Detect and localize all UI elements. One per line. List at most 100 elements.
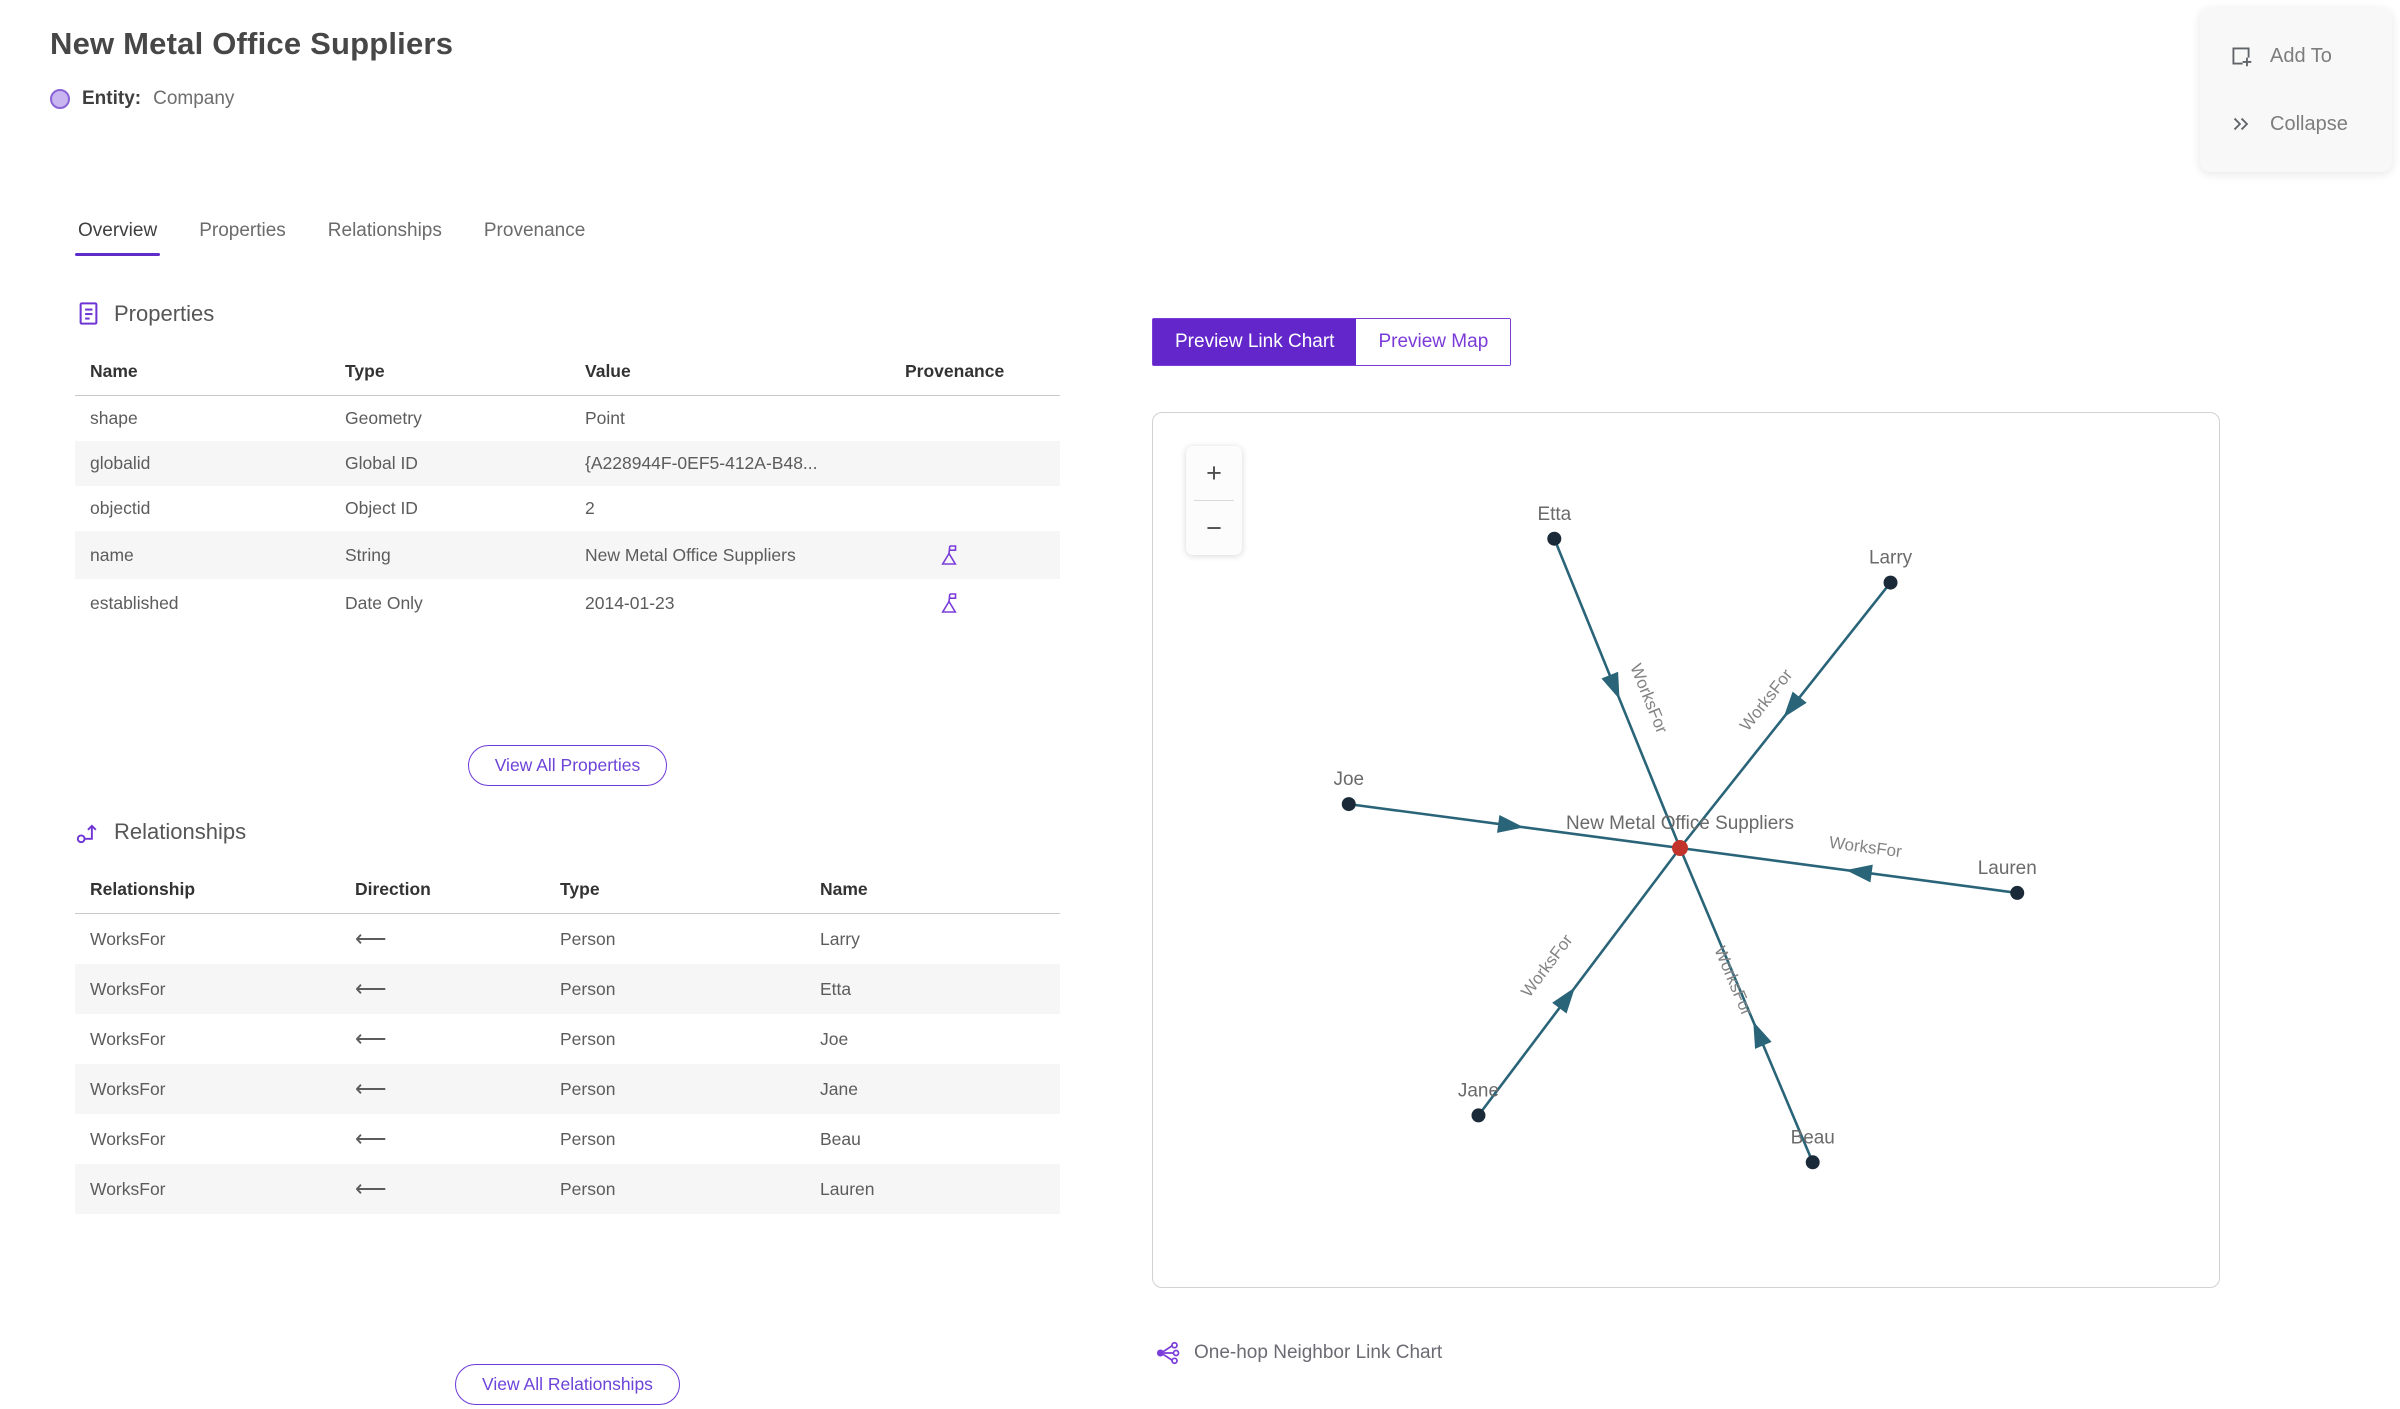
entity-type-value: Company — [153, 88, 235, 109]
property-provenance[interactable] — [890, 579, 1060, 627]
relationship-entity-link[interactable]: Beau — [820, 1128, 861, 1149]
edge-arrow-icon — [1552, 987, 1575, 1014]
property-provenance — [890, 486, 1060, 531]
link-chart-svg[interactable]: WorksFor WorksFor WorksFor WorksFor WorksFor… — [1153, 413, 2219, 1287]
panel-actions-card: Add To Collapse — [2200, 8, 2392, 172]
add-to-button[interactable]: Add To — [2200, 43, 2392, 69]
property-type: Date Only — [345, 592, 423, 613]
property-provenance[interactable] — [890, 531, 1060, 579]
one-hop-link-chart-icon — [1156, 1341, 1180, 1365]
tab-bar: Overview Properties Relationships Proven… — [74, 220, 586, 256]
property-row: shape Geometry Point — [75, 396, 1060, 441]
preview-map-button[interactable]: Preview Map — [1356, 319, 1511, 365]
relationship-direction-arrow: ⟵ — [355, 1126, 387, 1151]
tab-properties[interactable]: Properties — [199, 220, 286, 241]
edge-line — [1678, 847, 1814, 1163]
view-all-properties-button[interactable]: View All Properties — [467, 745, 668, 786]
edge-line — [1477, 847, 1682, 1117]
relationship-direction-arrow: ⟵ — [355, 1076, 387, 1101]
add-to-icon — [2232, 47, 2252, 67]
relationship-entity-link[interactable]: Jane — [820, 1078, 858, 1099]
graph-node[interactable] — [1341, 797, 1356, 812]
property-row: objectid Object ID 2 — [75, 486, 1060, 531]
relationship-entity-link[interactable]: Larry — [820, 928, 860, 949]
page-title: New Metal Office Suppliers — [50, 26, 454, 61]
property-value: New Metal Office Suppliers — [585, 544, 796, 565]
graph-node[interactable] — [1471, 1108, 1486, 1123]
preview-link-chart-button[interactable]: Preview Link Chart — [1153, 319, 1357, 365]
relationship-entity-link[interactable]: Etta — [820, 978, 852, 999]
edge-label: WorksFor — [1626, 661, 1671, 736]
col-header-type: Type — [560, 879, 600, 899]
relationships-table-header: Relationship Direction Type Name — [75, 871, 1060, 914]
graph-node[interactable] — [1547, 531, 1562, 546]
property-row: name String New Metal Office Suppliers — [75, 531, 1060, 579]
entity-type-icon — [50, 89, 70, 109]
tab-provenance[interactable]: Provenance — [483, 220, 586, 241]
relationship-direction-arrow: ⟵ — [355, 976, 387, 1001]
property-row: established Date Only 2014-01-23 — [75, 579, 1060, 627]
provenance-flag-icon — [941, 545, 957, 565]
relationship-entity-type: Person — [560, 1178, 616, 1199]
collapse-icon — [2233, 117, 2249, 131]
properties-section: Properties Name Type Value Provenance sh… — [75, 300, 1060, 786]
tab-relationships[interactable]: Relationships — [327, 220, 442, 241]
property-provenance — [890, 441, 1060, 486]
properties-icon — [79, 302, 98, 325]
property-name: established — [90, 592, 179, 613]
page-header: New Metal Office Suppliers Entity: Compa… — [50, 26, 453, 110]
edge-label: WorksFor — [1517, 931, 1576, 1001]
properties-section-header: Properties — [75, 300, 1060, 327]
property-row: globalid Global ID {A228944F-0EF5-412A-B48… — [75, 441, 1060, 486]
relationship-type-link[interactable]: WorksFor — [90, 1078, 166, 1099]
property-type: Geometry — [345, 408, 422, 428]
relationship-entity-link[interactable]: Joe — [820, 1028, 849, 1049]
link-chart-card: WorksFor WorksFor WorksFor WorksFor WorksFor… — [1152, 412, 2220, 1288]
node-label: Larry — [1869, 548, 1913, 569]
property-value: {A228944F-0EF5-412A-B48... — [585, 453, 818, 473]
edge-arrow-icon — [1753, 1021, 1772, 1049]
collapse-label: Collapse — [2270, 112, 2348, 135]
property-type: Global ID — [345, 453, 418, 473]
edge-arrow-icon — [1497, 815, 1524, 833]
relationship-type-link[interactable]: WorksFor — [90, 978, 166, 999]
graph-node[interactable] — [2010, 885, 2025, 900]
relationship-type-link[interactable]: WorksFor — [90, 1028, 166, 1049]
property-name: name — [90, 544, 134, 565]
col-header-relationship: Relationship — [90, 879, 196, 899]
view-all-relationships-button[interactable]: View All Relationships — [455, 1364, 680, 1405]
properties-table-body: shape Geometry Point globalid Global ID {A228… — [75, 396, 1060, 627]
relationship-entity-link[interactable]: Lauren — [820, 1178, 875, 1199]
col-header-name: Name — [820, 879, 868, 899]
relationship-type-link[interactable]: WorksFor — [90, 1128, 166, 1149]
property-value: 2014-01-23 — [585, 592, 675, 613]
edge-arrow-icon — [1601, 671, 1620, 700]
collapse-button[interactable]: Collapse — [2200, 111, 2392, 137]
center-node[interactable] — [1672, 840, 1688, 856]
relationship-type-link[interactable]: WorksFor — [90, 928, 166, 949]
relationship-entity-type: Person — [560, 1128, 616, 1149]
edge-label: WorksFor — [1736, 665, 1797, 734]
node-label: Etta — [1537, 504, 1571, 525]
col-header-type: Type — [345, 361, 385, 381]
graph-node[interactable] — [1883, 575, 1898, 590]
entity-row: Entity: Company — [50, 88, 453, 110]
property-provenance — [890, 396, 1060, 441]
zoom-out-button[interactable]: − — [1186, 501, 1242, 555]
relationship-entity-type: Person — [560, 1028, 616, 1049]
edge-arrow-icon — [1845, 864, 1873, 883]
graph-node[interactable] — [1805, 1155, 1820, 1170]
col-header-name: Name — [90, 361, 138, 381]
tab-overview[interactable]: Overview — [74, 220, 161, 256]
relationship-entity-type: Person — [560, 978, 616, 999]
relationship-row: WorksFor ⟵ Person Joe — [75, 1014, 1060, 1064]
node-label: Jane — [1458, 1080, 1499, 1101]
zoom-in-button[interactable]: + — [1186, 446, 1242, 500]
relationships-section: Relationships Relationship Direction Typ… — [75, 818, 1060, 1405]
properties-table: Name Type Value Provenance shape Geometry… — [75, 353, 1060, 627]
relationship-type-link[interactable]: WorksFor — [90, 1178, 166, 1199]
entity-label: Entity: — [82, 88, 142, 109]
zoom-control-divider — [1194, 500, 1234, 501]
node-label: Lauren — [1978, 858, 2037, 879]
relationship-row: WorksFor ⟵ Person Beau — [75, 1114, 1060, 1164]
